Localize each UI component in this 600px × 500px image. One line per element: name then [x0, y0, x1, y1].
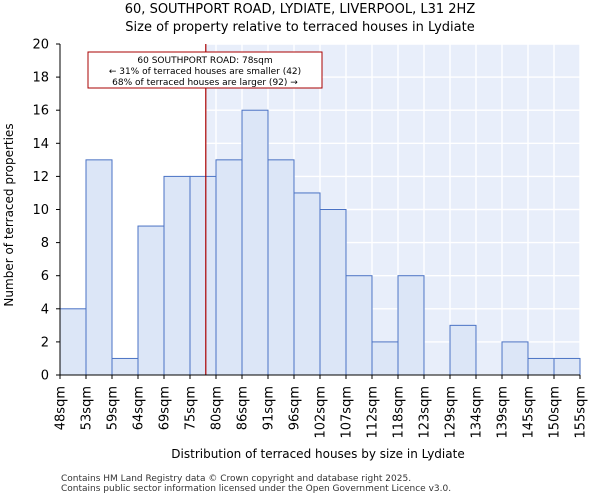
y-tick-label: 18	[32, 71, 49, 86]
histogram-chart: 60 SOUTHPORT ROAD: 78sqm← 31% of terrace…	[2, 38, 589, 462]
x-tick-label: 134sqm	[470, 386, 485, 439]
y-tick-label: 2	[41, 335, 49, 350]
x-tick-label: 86sqm	[236, 386, 251, 430]
x-tick-label: 96sqm	[288, 386, 303, 430]
x-axis-label: Distribution of terraced houses by size …	[171, 447, 464, 461]
annotation-box	[87, 51, 323, 89]
annotation-line: 68% of terraced houses are larger (92) →	[112, 78, 298, 88]
histogram-bar	[59, 308, 87, 376]
footer-line-2: Contains public sector information licen…	[61, 484, 452, 494]
y-tick-label: 6	[41, 269, 49, 284]
x-tick-label: 91sqm	[262, 386, 277, 430]
histogram-bar	[189, 175, 217, 376]
x-tick-label: 123sqm	[418, 386, 433, 439]
annotation-line: ← 31% of terraced houses are smaller (42…	[109, 67, 301, 77]
x-tick-label: 155sqm	[574, 386, 589, 439]
y-tick-label: 10	[32, 203, 49, 218]
x-tick-label: 139sqm	[496, 386, 511, 439]
y-tick-label: 0	[41, 369, 49, 384]
chart-title: 60, SOUTHPORT ROAD, LYDIATE, LIVERPOOL, …	[124, 2, 476, 17]
x-tick-label: 69sqm	[158, 386, 173, 430]
histogram-bar	[215, 159, 243, 376]
y-tick-label: 4	[41, 302, 49, 317]
x-tick-label: 75sqm	[184, 386, 199, 430]
x-tick-label: 64sqm	[132, 386, 147, 430]
histogram-bar	[397, 275, 425, 376]
x-tick-label: 112sqm	[366, 386, 381, 439]
x-tick-label: 48sqm	[54, 386, 69, 430]
y-tick-label: 16	[32, 104, 49, 119]
x-tick-label: 53sqm	[80, 386, 95, 430]
y-tick-label: 12	[32, 170, 49, 185]
x-tick-label: 80sqm	[210, 386, 225, 430]
chart-subtitle: Size of property relative to terraced ho…	[125, 20, 475, 35]
histogram-bar	[241, 109, 269, 376]
histogram-bar	[137, 225, 165, 376]
histogram-bar	[111, 357, 139, 376]
annotation-line: 60 SOUTHPORT ROAD: 78sqm	[137, 56, 272, 66]
histogram-bar	[449, 324, 477, 376]
x-tick-label: 102sqm	[314, 386, 329, 439]
histogram-bar	[371, 341, 399, 376]
histogram-bar	[267, 159, 295, 376]
footer-line-1: Contains HM Land Registry data © Crown c…	[61, 474, 412, 484]
histogram-bar	[501, 341, 529, 376]
x-tick-label: 145sqm	[522, 386, 537, 439]
histogram-bar	[527, 357, 555, 376]
y-axis-label: Number of terraced properties	[2, 123, 16, 306]
y-tick-label: 20	[32, 38, 49, 53]
x-tick-label: 118sqm	[392, 386, 407, 439]
x-tick-label: 107sqm	[340, 386, 355, 439]
histogram-bar	[85, 159, 113, 376]
x-tick-label: 150sqm	[548, 386, 563, 439]
histogram-bar	[553, 357, 581, 376]
y-tick-label: 14	[32, 137, 49, 152]
histogram-bar	[293, 192, 321, 376]
histogram-bar	[163, 175, 191, 376]
histogram-bar	[319, 209, 347, 376]
y-tick-label: 8	[41, 236, 49, 251]
x-tick-label: 59sqm	[106, 386, 121, 430]
histogram-bar	[345, 275, 373, 376]
x-tick-label: 129sqm	[444, 386, 459, 439]
